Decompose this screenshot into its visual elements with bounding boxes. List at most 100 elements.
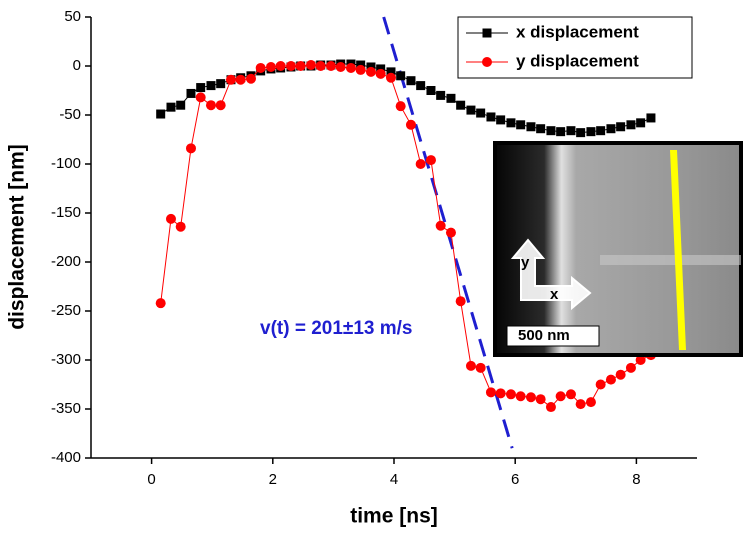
point — [216, 79, 226, 89]
point — [586, 127, 596, 137]
point — [556, 127, 566, 137]
x-tick-label: 0 — [147, 471, 155, 488]
scale-bar — [506, 325, 600, 347]
x-tick-label: 6 — [511, 471, 519, 488]
point — [365, 66, 376, 77]
point — [195, 92, 206, 103]
point — [456, 100, 466, 110]
y-tick-label: -100 — [51, 155, 81, 172]
legend-marker — [482, 57, 492, 67]
point — [215, 100, 226, 111]
point — [585, 397, 596, 408]
point — [396, 71, 406, 81]
point — [325, 61, 336, 71]
point — [476, 108, 486, 118]
inset-feature — [600, 255, 741, 265]
point — [165, 213, 176, 224]
point — [315, 61, 326, 71]
y-tick-label: 50 — [64, 8, 81, 25]
y-tick-label: -50 — [59, 106, 81, 123]
point — [405, 119, 416, 130]
point — [526, 122, 536, 132]
y-tick-label: -300 — [51, 351, 81, 368]
point — [355, 64, 366, 75]
point — [625, 362, 636, 373]
point — [186, 88, 196, 98]
y-axis-label: displacement [nm] — [6, 144, 29, 330]
point — [285, 61, 296, 71]
point — [415, 159, 426, 169]
point — [425, 155, 436, 166]
point — [455, 296, 466, 307]
legend-marker — [482, 28, 492, 38]
point — [575, 399, 586, 410]
legend-label: y displacement — [516, 51, 639, 70]
point — [475, 362, 486, 373]
point — [245, 73, 256, 84]
x-axis-label: time [ns] — [350, 505, 438, 528]
point — [375, 68, 386, 79]
point — [616, 122, 626, 132]
point — [595, 379, 606, 390]
point — [515, 391, 526, 402]
point — [156, 109, 166, 119]
annotation: v(t) = 201±13 m/s — [260, 318, 412, 339]
point — [646, 113, 656, 123]
y-tick-label: -400 — [51, 449, 81, 466]
scale-bar-label: 500 nm — [518, 327, 570, 344]
point — [295, 61, 306, 71]
point — [546, 126, 556, 136]
point — [426, 86, 436, 95]
point — [225, 74, 236, 85]
y-tick-label: -250 — [51, 302, 81, 319]
legend-box — [457, 16, 693, 79]
point — [505, 389, 516, 400]
point — [545, 402, 556, 413]
point — [335, 61, 346, 72]
inset-image: 500 nm — [493, 141, 743, 357]
inset-x-label: x — [550, 286, 559, 303]
point — [435, 220, 446, 231]
point — [386, 67, 396, 77]
point — [626, 120, 636, 130]
y-tick-label: -200 — [51, 253, 81, 270]
point — [535, 394, 546, 405]
point — [255, 62, 266, 73]
point — [486, 112, 496, 122]
x-tick-label: 8 — [632, 471, 640, 488]
point — [196, 83, 206, 93]
point — [406, 76, 416, 86]
point — [495, 388, 506, 399]
point — [155, 298, 166, 309]
point — [416, 81, 426, 91]
point — [566, 126, 576, 136]
point — [565, 389, 576, 400]
legend-label: x displacement — [516, 22, 639, 41]
point — [446, 93, 456, 103]
y-tick-label: 0 — [73, 57, 81, 74]
point — [465, 360, 476, 371]
point — [605, 374, 616, 385]
point — [345, 62, 356, 73]
point — [275, 61, 286, 71]
point — [485, 387, 496, 398]
point — [436, 90, 446, 100]
point — [265, 61, 276, 72]
inset-y-label: y — [521, 254, 530, 271]
y-tick-label: -150 — [51, 204, 81, 221]
point — [615, 369, 626, 380]
inset-arrows-fill — [513, 240, 590, 308]
point — [525, 392, 536, 403]
point — [206, 81, 216, 91]
y-tick-label: -350 — [51, 400, 81, 417]
x-tick-label: 2 — [269, 471, 277, 488]
point — [576, 128, 586, 138]
point — [205, 100, 216, 111]
point — [606, 124, 616, 134]
point — [385, 72, 396, 83]
x-tick-label: 4 — [390, 471, 398, 488]
point — [636, 118, 646, 128]
point — [185, 143, 196, 154]
point — [506, 118, 516, 128]
